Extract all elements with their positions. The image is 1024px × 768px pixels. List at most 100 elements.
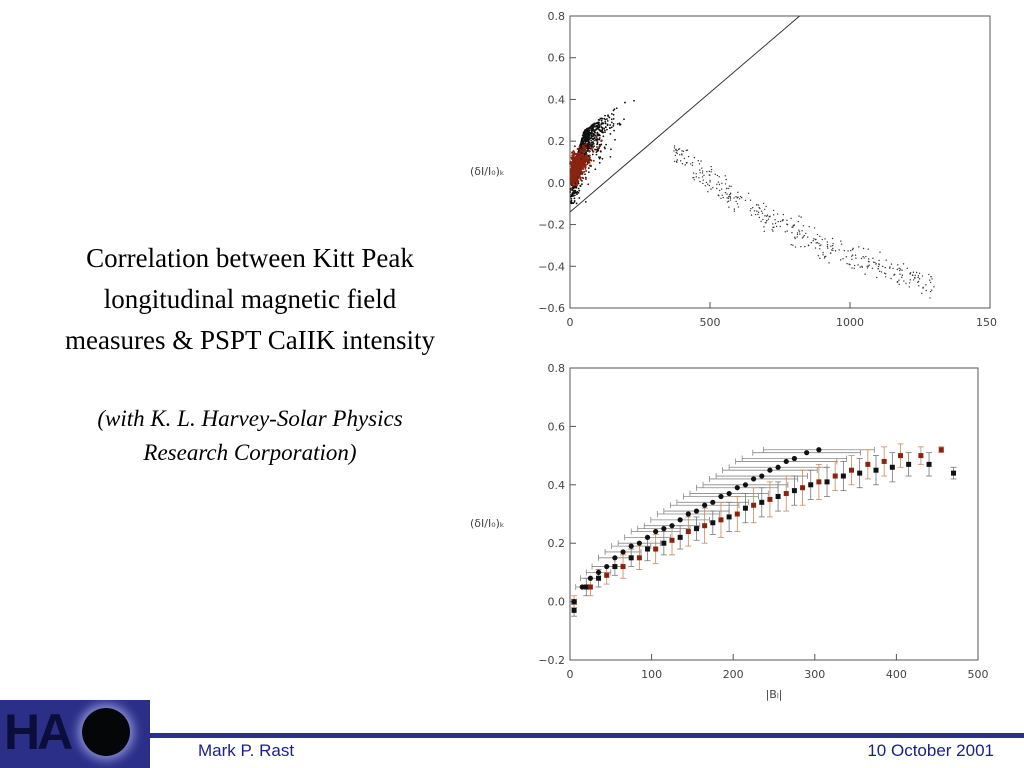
top-chart-point-red <box>571 180 574 183</box>
top-chart-point-red <box>588 156 591 159</box>
bottom-chart-square-point <box>710 520 716 526</box>
top-chart-point-red <box>572 165 575 168</box>
top-chart-point-black <box>614 138 616 141</box>
top-chart-point-black <box>604 122 607 125</box>
top-chart-point-outlier <box>800 245 802 248</box>
top-chart-point-outlier <box>820 244 822 246</box>
top-chart-point-outlier <box>814 247 817 249</box>
top-chart-point-outlier <box>747 192 750 195</box>
bottom-chart-square-point <box>767 496 773 502</box>
bottom-chart-y-tick-label: 0.6 <box>548 420 566 433</box>
bottom-chart-square-point <box>685 529 691 535</box>
bottom-chart-square-point <box>808 482 814 488</box>
top-chart-point-outlier <box>717 181 720 183</box>
top-chart-point-red <box>571 151 574 154</box>
top-chart-point-outlier <box>912 271 915 273</box>
top-chart-point-outlier <box>872 261 875 263</box>
top-chart-point-outlier <box>733 197 735 199</box>
top-chart-point-black <box>587 171 590 174</box>
top-chart-point-black <box>610 126 613 129</box>
bottom-chart-circle-point <box>628 543 634 549</box>
top-chart-point-outlier <box>710 171 712 173</box>
top-chart-point-outlier <box>802 236 805 238</box>
top-chart-point-outlier <box>843 250 846 252</box>
top-chart-point-black <box>599 150 602 153</box>
top-chart-point-black <box>583 131 585 134</box>
top-chart-point-outlier <box>866 265 868 267</box>
top-chart-point-outlier <box>753 210 756 212</box>
bottom-chart-circle-point <box>644 534 651 540</box>
bottom-chart-circle-point <box>604 563 610 570</box>
bottom-chart-circle-point <box>767 467 773 473</box>
top-chart-x-tick-label: 1500 <box>976 316 997 329</box>
bottom-chart-square-point <box>636 555 642 561</box>
bottom-chart-square-point <box>816 479 822 485</box>
bottom-chart-x-tick-label: 0 <box>567 668 574 681</box>
top-chart-point-outlier <box>798 231 801 233</box>
top-chart-point-outlier <box>913 279 915 281</box>
top-chart-y-tick-label: 0.8 <box>548 10 566 23</box>
bottom-chart-circle-point <box>595 569 602 575</box>
top-chart-point-outlier <box>705 181 708 184</box>
top-chart-point-outlier <box>803 234 805 237</box>
top-chart-point-outlier <box>733 208 736 210</box>
top-chart-point-outlier <box>699 172 701 174</box>
top-chart-point-outlier <box>775 225 778 228</box>
top-chart-point-outlier <box>762 218 764 221</box>
top-chart-point-red <box>590 147 593 150</box>
top-chart-point-black <box>583 133 586 136</box>
top-chart-point-black <box>596 146 598 148</box>
bottom-chart-square-point <box>906 461 912 467</box>
bottom-chart-circle-point <box>702 502 708 508</box>
top-chart-point-outlier <box>758 216 761 219</box>
top-chart-point-outlier <box>859 266 861 268</box>
top-chart-point-outlier <box>852 247 854 250</box>
top-chart-point-outlier <box>832 249 834 252</box>
top-chart-point-outlier <box>801 237 804 239</box>
top-chart-point-black <box>591 153 594 156</box>
top-chart-point-outlier <box>764 208 766 211</box>
top-chart-point-outlier <box>851 267 853 269</box>
top-chart-point-black <box>592 124 595 126</box>
top-chart-point-outlier <box>695 173 697 175</box>
top-chart-point-black <box>605 128 608 131</box>
top-chart-point-outlier <box>848 263 850 265</box>
top-chart-point-outlier <box>720 188 723 190</box>
top-chart-point-red <box>571 169 574 172</box>
top-chart-point-outlier <box>850 255 853 257</box>
top-chart-point-red <box>580 155 583 158</box>
top-chart-point-outlier <box>710 188 712 190</box>
top-chart-point-outlier <box>736 203 739 205</box>
top-chart-point-red <box>583 170 586 173</box>
top-chart-point-outlier <box>845 256 847 258</box>
logo-text: HA <box>4 704 73 760</box>
top-chart-point-black <box>615 107 618 110</box>
top-chart-point-outlier <box>850 249 852 252</box>
top-chart-point-outlier <box>784 231 786 233</box>
top-chart-point-outlier <box>760 220 762 223</box>
top-chart-point-outlier <box>729 197 732 199</box>
top-chart-point-outlier <box>917 276 919 279</box>
top-chart-point-black <box>593 145 595 148</box>
top-chart-point-outlier <box>914 276 916 279</box>
top-chart-point-black <box>590 139 593 142</box>
bottom-chart-square-point <box>775 493 781 499</box>
top-chart-point-outlier <box>729 192 732 194</box>
bottom-chart-square-point <box>783 491 789 497</box>
top-chart-point-red <box>580 162 583 165</box>
top-chart-point-outlier <box>824 238 826 240</box>
top-chart-point-outlier <box>807 244 810 246</box>
top-chart-point-red <box>586 159 589 162</box>
top-chart-point-black <box>591 135 594 138</box>
top-chart-point-red <box>576 174 579 177</box>
top-chart-point-outlier <box>929 297 931 299</box>
top-chart-point-outlier <box>851 248 854 251</box>
top-chart-point-outlier <box>898 267 900 269</box>
top-chart-point-outlier <box>774 219 776 221</box>
top-chart-point-outlier <box>687 155 690 158</box>
top-chart-point-outlier <box>744 199 747 202</box>
top-chart-x-tick-label: 1000 <box>836 316 864 329</box>
top-chart-point-outlier <box>765 215 768 217</box>
top-chart-point-red <box>581 176 584 179</box>
top-chart-point-outlier <box>697 159 699 162</box>
